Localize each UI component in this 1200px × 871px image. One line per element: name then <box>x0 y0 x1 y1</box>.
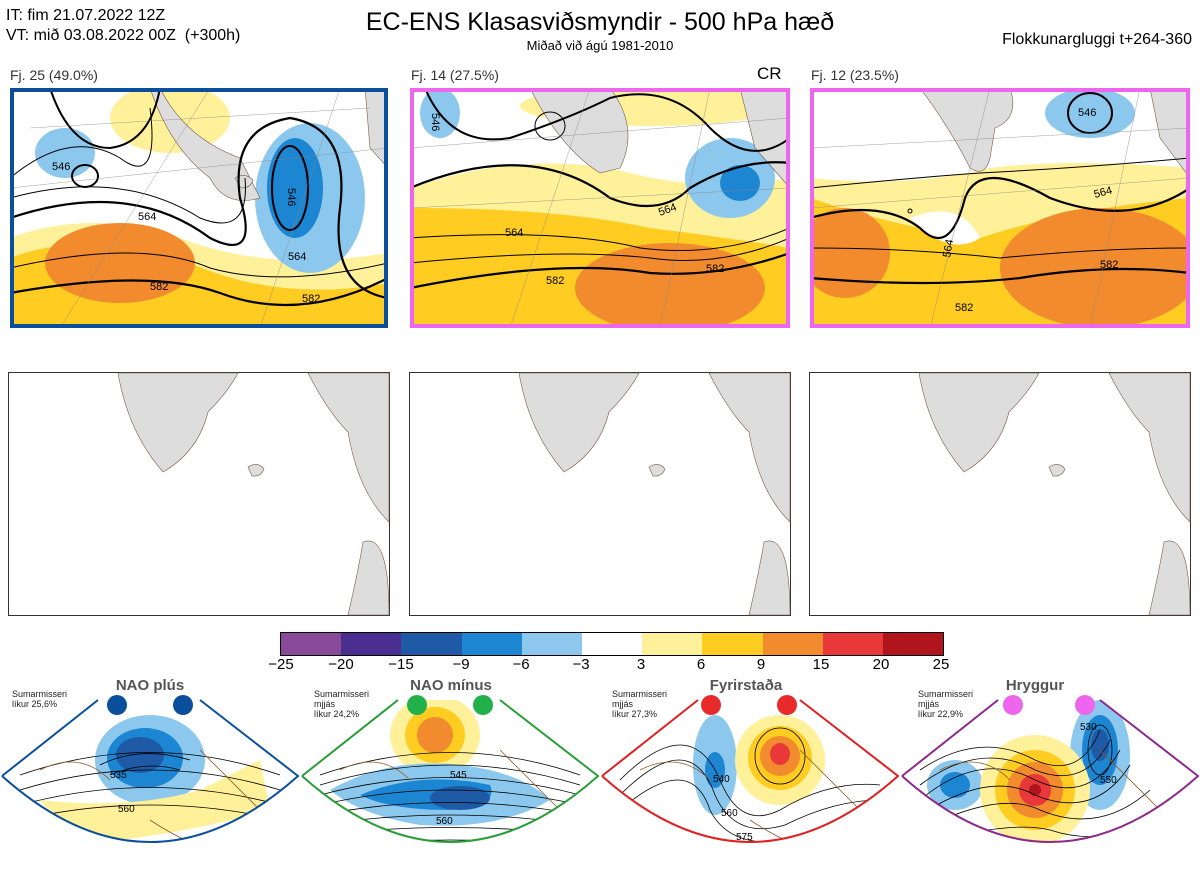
empty-map-1[interactable] <box>8 372 390 616</box>
regime-contour-label: 540 <box>713 774 730 785</box>
regime-dot <box>173 695 193 715</box>
regime-contour-label: 575 <box>736 832 753 843</box>
colorbar-tick: 20 <box>872 656 890 673</box>
page-title: EC-ENS Klasasviðsmyndir - 500 hPa hæð <box>365 8 835 36</box>
page-subtitle: Miðað við ágú 1981-2010 <box>526 38 674 53</box>
cluster-map-2-graphic: 564 564 582 582 546 <box>410 88 790 328</box>
colorbar-swatch <box>822 633 883 655</box>
empty-map-1-graphic <box>8 372 390 616</box>
contour-label: 564 <box>505 227 523 239</box>
valid-time: VT: mið 03.08.2022 00Z (+300h) <box>6 27 241 44</box>
contour-label: 564 <box>941 238 956 258</box>
regime-dot <box>701 695 721 715</box>
panel-border <box>10 88 388 328</box>
colorbar-swatch <box>281 633 342 655</box>
contour-label: 582 <box>955 302 973 314</box>
colorbar-swatch <box>642 633 703 655</box>
contour-label: 564 <box>288 251 306 263</box>
regime-note-nao-plus: Sumarmisseri líkur 25,6% <box>12 689 68 709</box>
panel-border <box>810 88 1190 328</box>
empty-map-2-graphic <box>409 372 791 616</box>
colorbar-swatch <box>341 633 402 655</box>
contour-label: 546 <box>52 161 70 173</box>
contour-label: 582 <box>546 275 564 287</box>
regime-contour-label: 560 <box>436 816 453 827</box>
regime-name-blocking: Fyrirstaða <box>709 677 783 694</box>
cluster-map-1[interactable]: 546 564 582 582 564 546 <box>10 88 388 328</box>
regime-note-nao-minus: Sumarmisseri mjjás líkur 24,2% <box>314 689 370 719</box>
contour-label: 564 <box>138 211 156 223</box>
colorbar-tick: −9 <box>452 656 470 673</box>
colorbar-tick: −20 <box>328 656 354 673</box>
regime-contour-label: 560 <box>118 804 135 815</box>
contour-label: 546 <box>429 113 441 131</box>
cluster-map-3[interactable]: 546 564 564 582 582 <box>810 88 1190 328</box>
colorbar-tick: −25 <box>268 656 294 673</box>
regime-name-ridge: Hryggur <box>1005 677 1065 694</box>
cluster-map-2[interactable]: 564 564 582 582 546 <box>410 88 790 328</box>
contour-label: 582 <box>706 263 724 275</box>
colorbar-swatch <box>401 633 462 655</box>
empty-map-3[interactable] <box>809 372 1191 616</box>
regime-contour-label: 535 <box>110 770 127 781</box>
regime-fan-blocking[interactable]: 540 560 575 <box>600 690 900 870</box>
regime-fan-nao-plus[interactable]: 535 560 <box>0 690 300 870</box>
regime-dot <box>1075 695 1095 715</box>
colorbar-swatch <box>461 633 522 655</box>
colorbar-tick: 25 <box>932 656 950 673</box>
window-label: Flokkunargluggi t+264-360 <box>1002 31 1192 48</box>
regime-name-nao-minus: NAO mínus <box>410 677 492 694</box>
regime-contour-label: 545 <box>450 770 467 781</box>
regime-dot <box>1003 695 1023 715</box>
regime-dot <box>107 695 127 715</box>
colorbar <box>280 632 944 656</box>
colorbar-swatch <box>882 633 944 655</box>
colorbar-tick: −15 <box>388 656 414 673</box>
cr-tag: CR <box>757 64 782 83</box>
regime-note-blocking: Sumarmisseri mjjás líkur 27,3% <box>612 689 668 719</box>
regime-dot <box>777 695 797 715</box>
contour-label: 582 <box>1100 259 1118 271</box>
regime-dot <box>407 695 427 715</box>
colorbar-tick: −6 <box>512 656 530 673</box>
contour-label: 564 <box>1093 185 1114 201</box>
colorbar-tick: −3 <box>572 656 590 673</box>
colorbar-swatch <box>581 633 643 655</box>
empty-map-2[interactable] <box>409 372 791 616</box>
regime-note-ridge: Sumarmisseri mjjás líkur 22,9% <box>918 689 974 719</box>
regime-fan-nao-minus[interactable]: 545 560 575 <box>300 690 600 870</box>
header-info: IT: fim 21.07.2022 12Z VT: mið 03.08.2022… <box>6 6 240 46</box>
colorbar-tick: 3 <box>636 656 646 673</box>
regime-contour-label: 575 <box>446 850 463 861</box>
contour-label: 582 <box>302 293 320 305</box>
colorbar-tick: 9 <box>756 656 766 673</box>
panel-label-2: Fj. 14 (27.5%) <box>411 67 499 83</box>
regime-contour-label: 560 <box>721 808 738 819</box>
colorbar-swatch <box>762 633 823 655</box>
regime-dot <box>473 695 493 715</box>
cluster-map-3-graphic: 546 564 564 582 582 <box>810 88 1190 328</box>
init-time: IT: fim 21.07.2022 12Z <box>6 7 166 24</box>
contour-label: 582 <box>150 281 168 293</box>
panel-border <box>410 88 790 328</box>
panel-label-1: Fj. 25 (49.0%) <box>10 67 98 83</box>
contour-label: 546 <box>1078 107 1096 119</box>
colorbar-tick: 15 <box>812 656 830 673</box>
regime-contour-label: 575 <box>1093 838 1110 849</box>
cluster-map-1-graphic: 546 564 582 582 564 546 <box>10 88 388 328</box>
empty-map-3-graphic <box>809 372 1191 616</box>
panel-label-3: Fj. 12 (23.5%) <box>811 67 899 83</box>
regime-fan-ridge[interactable]: 530 550 575 <box>900 690 1200 870</box>
contour-label: 564 <box>657 201 678 219</box>
regime-contour-label: 550 <box>1100 775 1117 786</box>
regime-contour-label: 530 <box>1080 722 1097 733</box>
colorbar-tick: 6 <box>696 656 706 673</box>
colorbar-swatch <box>521 633 582 655</box>
regime-name-nao-plus: NAO plús <box>115 677 185 694</box>
colorbar-swatch <box>702 633 763 655</box>
contour-label: 546 <box>285 188 297 206</box>
